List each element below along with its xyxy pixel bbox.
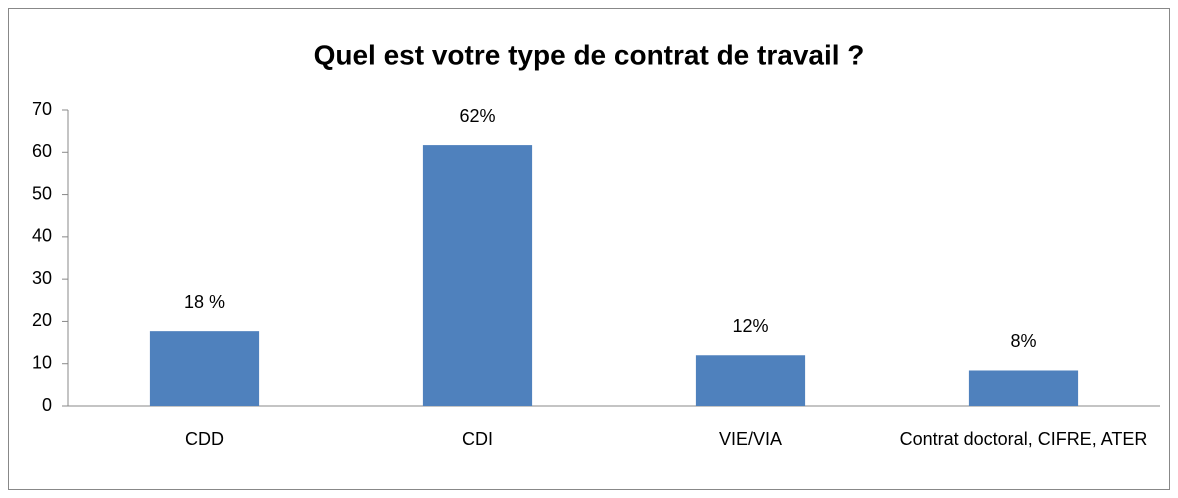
data-label: 8% [1010,331,1036,351]
y-tick-label: 10 [32,352,52,372]
y-tick-label: 0 [42,395,52,415]
y-tick-label: 20 [32,310,52,330]
bar [695,355,806,406]
y-tick-label: 60 [32,141,52,161]
chart-title: Quel est votre type de contrat de travai… [314,39,865,70]
chart-border [8,8,1170,490]
data-label: 62% [459,106,495,126]
bar [968,370,1079,406]
data-label: 12% [732,316,768,336]
data-label: 18 % [184,292,225,312]
y-tick-label: 30 [32,268,52,288]
y-tick-label: 50 [32,183,52,203]
y-tick-label: 40 [32,226,52,246]
x-tick-label: VIE/VIA [718,429,783,449]
x-tick-label: CDD [185,429,224,449]
x-tick-label: CDI [462,429,493,449]
y-tick-label: 70 [32,99,52,119]
bar [149,331,260,406]
bar [422,145,533,406]
x-tick-label: Contrat doctoral, CIFRE, ATER [899,429,1148,449]
